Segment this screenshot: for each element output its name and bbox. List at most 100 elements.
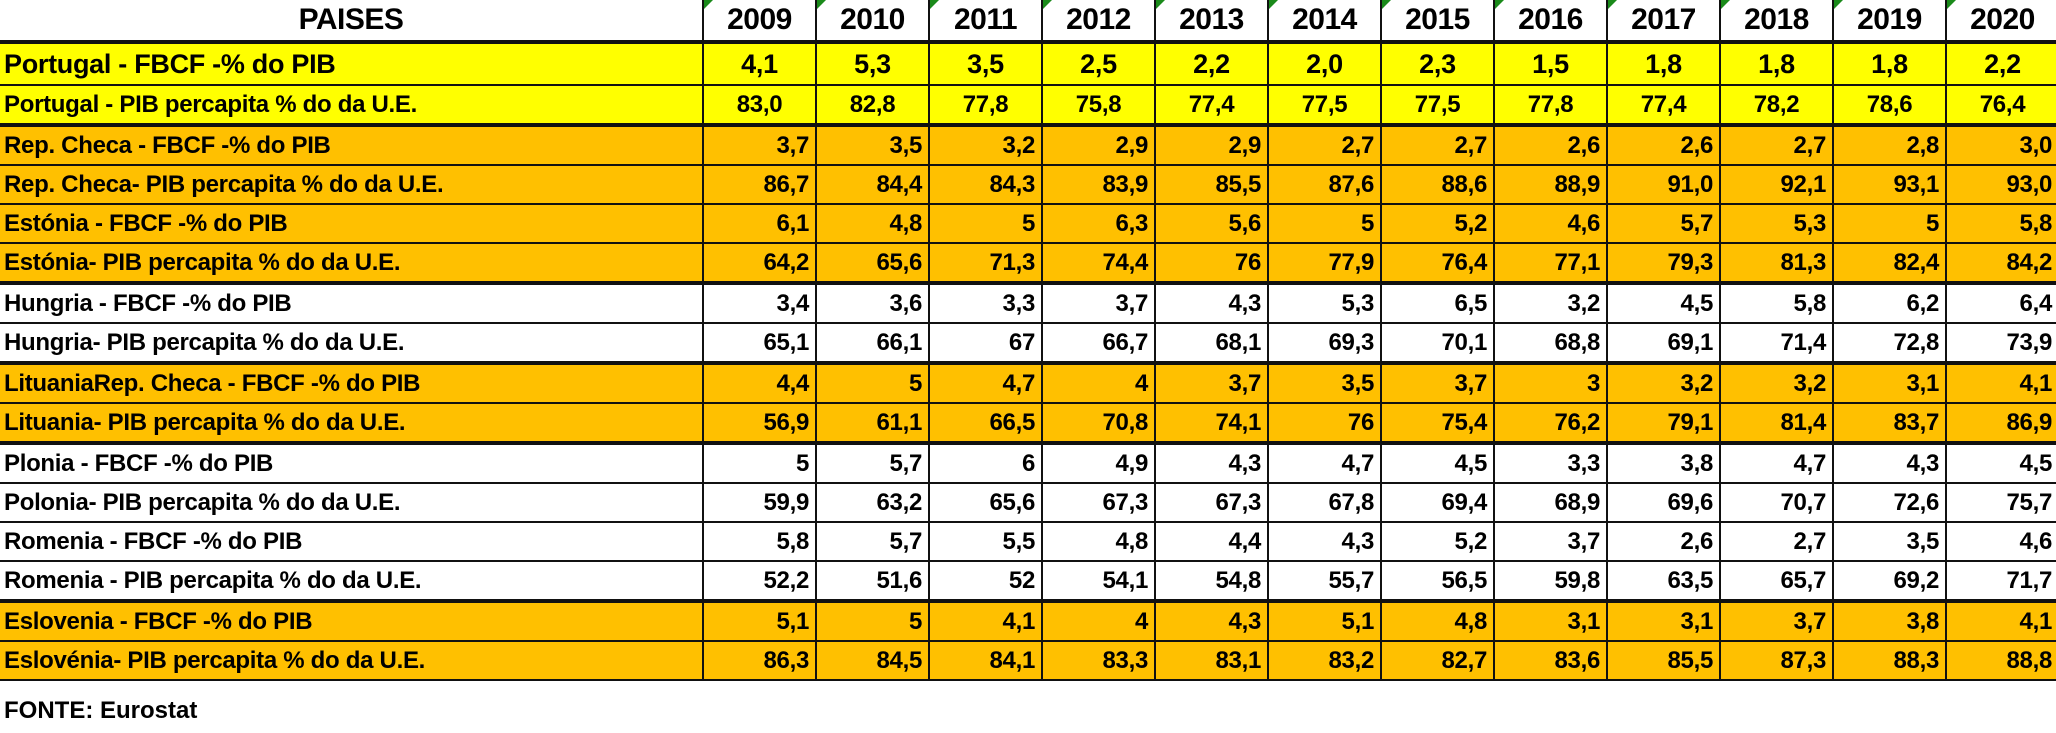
cell-2014[interactable]: 67,8	[1267, 482, 1382, 523]
cell-2019[interactable]: 4,3	[1832, 441, 1947, 484]
cell-2012[interactable]: 75,8	[1041, 84, 1156, 126]
cell-2015[interactable]: 5,2	[1380, 203, 1495, 244]
row-label[interactable]: Romenia - PIB percapita % do da U.E.	[0, 560, 704, 602]
cell-2012[interactable]: 4,8	[1041, 521, 1156, 562]
row-label[interactable]: Polonia- PIB percapita % do da U.E.	[0, 482, 704, 523]
cell-2016[interactable]: 76,2	[1493, 402, 1608, 444]
cell-2014[interactable]: 77,9	[1267, 242, 1382, 284]
cell-2011[interactable]: 67	[928, 322, 1043, 364]
cell-2018[interactable]: 87,3	[1719, 640, 1834, 681]
cell-2020[interactable]: 86,9	[1945, 402, 2056, 444]
cell-2020[interactable]: 73,9	[1945, 322, 2056, 364]
row-label[interactable]: Portugal - PIB percapita % do da U.E.	[0, 84, 704, 126]
cell-2014[interactable]: 5,1	[1267, 599, 1382, 642]
cell-2017[interactable]: 3,1	[1606, 599, 1721, 642]
cell-2010[interactable]: 3,5	[815, 123, 930, 166]
cell-2019[interactable]: 78,6	[1832, 84, 1947, 126]
cell-2017[interactable]: 5,7	[1606, 203, 1721, 244]
cell-2013[interactable]: 2,9	[1154, 123, 1269, 166]
cell-2020[interactable]: 75,7	[1945, 482, 2056, 523]
header-year-2013[interactable]: 2013	[1154, 0, 1269, 44]
row-label[interactable]: Estónia - FBCF -% do PIB	[0, 203, 704, 244]
cell-2010[interactable]: 61,1	[815, 402, 930, 444]
cell-2014[interactable]: 4,7	[1267, 441, 1382, 484]
cell-2017[interactable]: 79,3	[1606, 242, 1721, 284]
row-label[interactable]: Rep. Checa- PIB percapita % do da U.E.	[0, 164, 704, 205]
cell-2016[interactable]: 77,8	[1493, 84, 1608, 126]
cell-2015[interactable]: 2,3	[1380, 41, 1495, 86]
cell-2009[interactable]: 3,4	[702, 281, 817, 324]
cell-2010[interactable]: 4,8	[815, 203, 930, 244]
cell-2014[interactable]: 77,5	[1267, 84, 1382, 126]
cell-2018[interactable]: 2,7	[1719, 123, 1834, 166]
cell-2013[interactable]: 4,3	[1154, 441, 1269, 484]
cell-2018[interactable]: 81,3	[1719, 242, 1834, 284]
cell-2011[interactable]: 4,1	[928, 599, 1043, 642]
cell-2016[interactable]: 3,7	[1493, 521, 1608, 562]
cell-2012[interactable]: 67,3	[1041, 482, 1156, 523]
cell-2015[interactable]: 82,7	[1380, 640, 1495, 681]
cell-2014[interactable]: 2,7	[1267, 123, 1382, 166]
row-label[interactable]: LituaniaRep. Checa - FBCF -% do PIB	[0, 361, 704, 404]
cell-2009[interactable]: 86,3	[702, 640, 817, 681]
cell-2016[interactable]: 3	[1493, 361, 1608, 404]
cell-2014[interactable]: 2,0	[1267, 41, 1382, 86]
cell-2018[interactable]: 5,3	[1719, 203, 1834, 244]
cell-2020[interactable]: 88,8	[1945, 640, 2056, 681]
cell-2013[interactable]: 85,5	[1154, 164, 1269, 205]
header-year-2009[interactable]: 2009	[702, 0, 817, 44]
cell-2016[interactable]: 3,2	[1493, 281, 1608, 324]
cell-2014[interactable]: 69,3	[1267, 322, 1382, 364]
cell-2018[interactable]: 70,7	[1719, 482, 1834, 523]
cell-2019[interactable]: 69,2	[1832, 560, 1947, 602]
cell-2010[interactable]: 65,6	[815, 242, 930, 284]
cell-2016[interactable]: 2,6	[1493, 123, 1608, 166]
cell-2010[interactable]: 5,7	[815, 441, 930, 484]
cell-2012[interactable]: 74,4	[1041, 242, 1156, 284]
cell-2019[interactable]: 72,6	[1832, 482, 1947, 523]
cell-2020[interactable]: 4,1	[1945, 599, 2056, 642]
cell-2012[interactable]: 4,9	[1041, 441, 1156, 484]
cell-2020[interactable]: 6,4	[1945, 281, 2056, 324]
cell-2015[interactable]: 3,7	[1380, 361, 1495, 404]
cell-2014[interactable]: 5,3	[1267, 281, 1382, 324]
row-label[interactable]: Romenia - FBCF -% do PIB	[0, 521, 704, 562]
row-label[interactable]: Hungria - FBCF -% do PIB	[0, 281, 704, 324]
cell-2018[interactable]: 78,2	[1719, 84, 1834, 126]
cell-2011[interactable]: 65,6	[928, 482, 1043, 523]
cell-2016[interactable]: 59,8	[1493, 560, 1608, 602]
cell-2018[interactable]: 2,7	[1719, 521, 1834, 562]
cell-2011[interactable]: 77,8	[928, 84, 1043, 126]
cell-2010[interactable]: 66,1	[815, 322, 930, 364]
cell-2016[interactable]: 83,6	[1493, 640, 1608, 681]
cell-2011[interactable]: 5,5	[928, 521, 1043, 562]
cell-2011[interactable]: 6	[928, 441, 1043, 484]
cell-2015[interactable]: 69,4	[1380, 482, 1495, 523]
cell-2015[interactable]: 88,6	[1380, 164, 1495, 205]
cell-2015[interactable]: 70,1	[1380, 322, 1495, 364]
cell-2013[interactable]: 4,4	[1154, 521, 1269, 562]
cell-2013[interactable]: 2,2	[1154, 41, 1269, 86]
cell-2017[interactable]: 1,8	[1606, 41, 1721, 86]
cell-2013[interactable]: 83,1	[1154, 640, 1269, 681]
cell-2019[interactable]: 3,8	[1832, 599, 1947, 642]
cell-2015[interactable]: 77,5	[1380, 84, 1495, 126]
header-year-2019[interactable]: 2019	[1832, 0, 1947, 44]
cell-2015[interactable]: 75,4	[1380, 402, 1495, 444]
cell-2009[interactable]: 83,0	[702, 84, 817, 126]
header-year-2018[interactable]: 2018	[1719, 0, 1834, 44]
cell-2012[interactable]: 66,7	[1041, 322, 1156, 364]
cell-2010[interactable]: 5,3	[815, 41, 930, 86]
header-year-2012[interactable]: 2012	[1041, 0, 1156, 44]
cell-2017[interactable]: 79,1	[1606, 402, 1721, 444]
cell-2010[interactable]: 5	[815, 599, 930, 642]
cell-2014[interactable]: 87,6	[1267, 164, 1382, 205]
cell-2011[interactable]: 71,3	[928, 242, 1043, 284]
cell-2019[interactable]: 88,3	[1832, 640, 1947, 681]
cell-2009[interactable]: 5	[702, 441, 817, 484]
cell-2019[interactable]: 82,4	[1832, 242, 1947, 284]
cell-2018[interactable]: 81,4	[1719, 402, 1834, 444]
cell-2013[interactable]: 76	[1154, 242, 1269, 284]
cell-2020[interactable]: 3,0	[1945, 123, 2056, 166]
cell-2012[interactable]: 6,3	[1041, 203, 1156, 244]
